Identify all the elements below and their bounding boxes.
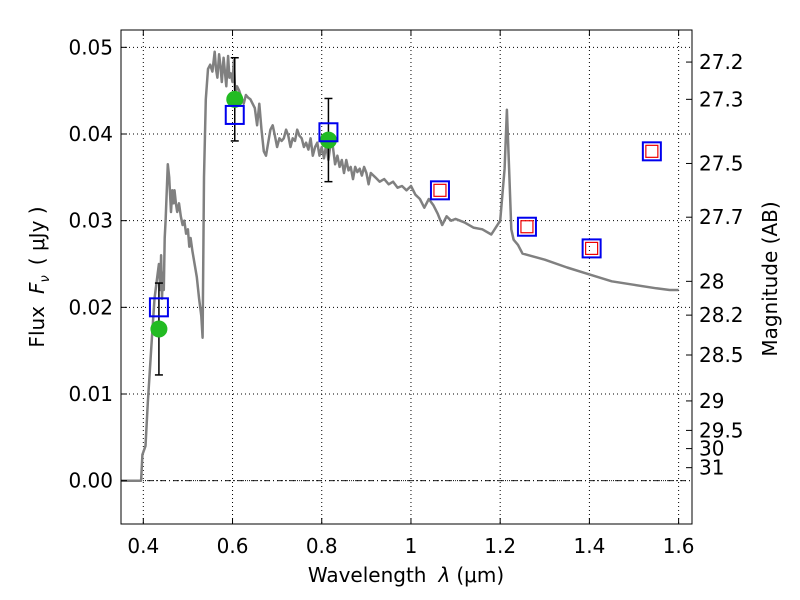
y-tick-label: 0.04 bbox=[68, 122, 113, 146]
mag-tick-label: 27.2 bbox=[699, 50, 744, 74]
mag-tick-label: 31 bbox=[699, 456, 724, 480]
model-photometry-inner-square bbox=[433, 183, 447, 197]
model-sed-line bbox=[121, 50, 679, 482]
model-photometry-square bbox=[516, 216, 537, 237]
mag-tick-label: 29.5 bbox=[699, 418, 744, 442]
x-tick-label: 0.6 bbox=[217, 534, 249, 558]
mag-tick-label: 27.3 bbox=[699, 87, 744, 111]
model-photometry-square bbox=[224, 104, 245, 125]
model-photometry-square bbox=[581, 238, 602, 259]
y-axis-ticks: 0.00 0.01 0.02 0.03 0.04 0.05 bbox=[68, 35, 127, 493]
x-tick-label: 1 bbox=[405, 534, 418, 558]
model-photometry-inner-square bbox=[585, 241, 599, 255]
model-photometry-inner-square bbox=[645, 144, 659, 158]
photometry-points bbox=[150, 90, 337, 338]
x-tick-label: 1.4 bbox=[573, 534, 605, 558]
mag-tick-label: 28.5 bbox=[699, 343, 744, 367]
mag-tick-label: 30 bbox=[699, 437, 724, 461]
y2-axis-label: Magnitude (AB) bbox=[758, 201, 782, 356]
model-photometry-square bbox=[148, 297, 169, 318]
x-tick-label: 0.8 bbox=[306, 534, 338, 558]
mag-tick-label: 28 bbox=[699, 269, 724, 293]
y-tick-label: 0.01 bbox=[68, 382, 113, 406]
x-tick-label: 1.2 bbox=[484, 534, 516, 558]
mag-tick-label: 27.7 bbox=[699, 205, 744, 229]
model-photometry-inner-square bbox=[520, 220, 534, 234]
photometry-point bbox=[319, 131, 337, 149]
x-axis-ticks: 0.4 0.6 0.8 1 1.2 1.4 1.6 bbox=[127, 30, 695, 558]
model-photometry-square bbox=[429, 180, 450, 201]
y-tick-label: 0.02 bbox=[68, 295, 113, 319]
x-tick-label: 0.4 bbox=[127, 534, 159, 558]
x-tick-label: 1.6 bbox=[663, 534, 695, 558]
model-photometry-square bbox=[641, 141, 662, 162]
photometry-point bbox=[226, 90, 244, 108]
model-photometry-markers bbox=[148, 104, 662, 318]
model-photometry-square bbox=[318, 122, 339, 143]
mag-tick-label: 28.2 bbox=[699, 303, 744, 327]
y-tick-label: 0.00 bbox=[68, 469, 113, 493]
x-axis-label: Wavelength λ (μm) bbox=[308, 563, 504, 587]
y-tick-label: 0.05 bbox=[68, 35, 113, 59]
photometry-point bbox=[150, 320, 168, 338]
mag-tick-label: 27.5 bbox=[699, 151, 744, 175]
y-tick-label: 0.03 bbox=[68, 209, 113, 233]
plot-frame bbox=[120, 29, 693, 525]
model-sed-series bbox=[121, 50, 679, 482]
y-axis-label: FluxFν( μJy ) bbox=[25, 206, 53, 347]
mag-tick-label: 29 bbox=[699, 389, 724, 413]
